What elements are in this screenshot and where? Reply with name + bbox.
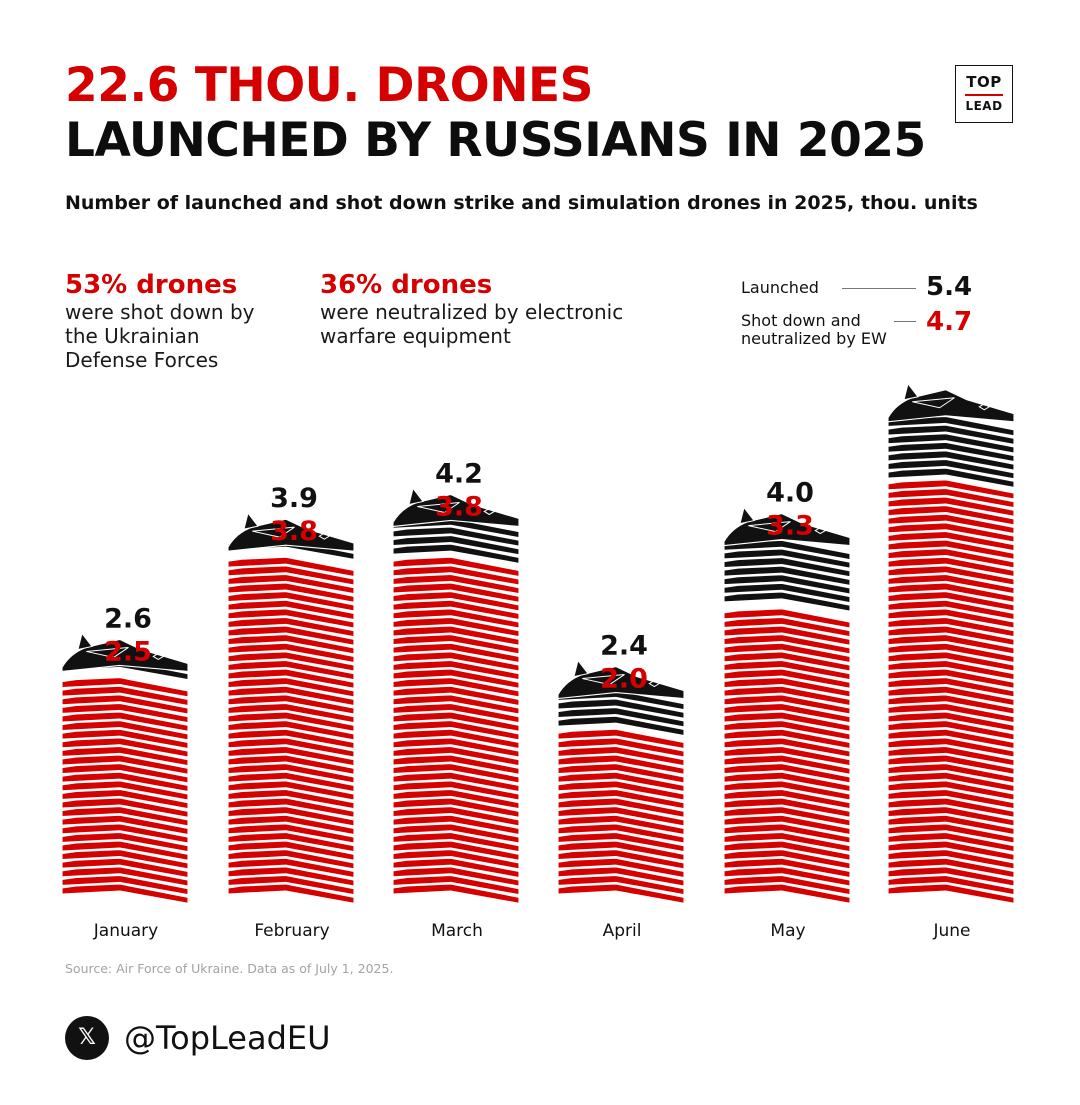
toplead-logo: TOP LEAD [955, 65, 1013, 123]
bar-launched-june [887, 382, 1015, 488]
bar-shot-january [61, 677, 189, 904]
bar-april [557, 659, 685, 904]
bar-march [392, 487, 520, 904]
source-note: Source: Air Force of Ukraine. Data as of… [65, 961, 394, 976]
logo-lead-text: LEAD [965, 98, 1003, 113]
bar-june [887, 382, 1015, 904]
x-logo-icon[interactable]: 𝕏 [65, 1016, 109, 1060]
bar-february [227, 512, 355, 904]
value-launched-may: 4.0 [766, 478, 814, 509]
bar-may [723, 506, 851, 904]
value-launched-february: 3.9 [270, 483, 318, 514]
bar-launched-april [557, 659, 685, 737]
chart-subtitle: Number of launched and shot down strike … [65, 192, 978, 214]
value-launched-april: 2.4 [600, 631, 648, 662]
value-shot-april: 2.0 [600, 664, 648, 695]
legend-launched-label: Launched [741, 278, 819, 297]
legend-launched-line [842, 288, 916, 289]
callout-shot-down: 53% drones were shot down by the Ukraini… [65, 270, 285, 372]
month-label-february: February [254, 921, 329, 941]
value-shot-march: 3.8 [435, 491, 483, 522]
value-shot-may: 3.3 [766, 511, 814, 542]
value-shot-february: 3.8 [270, 516, 318, 547]
bar-shot-may [723, 608, 851, 904]
bar-shot-april [557, 728, 685, 904]
twitter-handle[interactable]: @TopLeadEU [124, 1019, 331, 1057]
bar-shot-february [227, 556, 355, 904]
logo-rule [965, 94, 1003, 96]
callout-shot-down-description: were shot down by the Ukrainian Defense … [65, 300, 255, 372]
bar-launched-january [61, 632, 189, 681]
bar-shot-june [887, 479, 1015, 904]
value-launched-january: 2.6 [104, 603, 152, 634]
bar-january [61, 632, 189, 904]
legend-shot-label: Shot down and neutralized by EW [741, 311, 887, 348]
title-line-2: LAUNCHED BY RUSSIANS IN 2025 [65, 113, 926, 168]
callout-ew: 36% drones were neutralized by electroni… [320, 270, 700, 348]
bar-launched-may [723, 506, 851, 612]
bar-launched-march [392, 487, 520, 564]
callout-ew-description: were neutralized by electronic warfare e… [320, 300, 624, 348]
month-label-april: April [603, 921, 642, 941]
legend-shot-value: 4.7 [926, 307, 973, 337]
legend-shot-line [894, 321, 916, 322]
logo-top-text: TOP [966, 73, 1002, 91]
callout-shot-down-percent: 53% drones [65, 270, 238, 300]
title-line-1: 22.6 THOU. DRONES [65, 58, 594, 113]
callout-ew-percent: 36% drones [320, 270, 493, 300]
value-shot-january: 2.5 [104, 636, 152, 667]
bar-shot-march [392, 556, 520, 904]
month-label-march: March [431, 921, 483, 941]
month-label-may: May [770, 921, 805, 941]
bar-launched-february [227, 512, 355, 560]
month-label-june: June [932, 921, 970, 941]
month-label-january: January [93, 921, 158, 941]
legend-launched-value: 5.4 [926, 272, 973, 302]
value-launched-march: 4.2 [435, 458, 483, 489]
